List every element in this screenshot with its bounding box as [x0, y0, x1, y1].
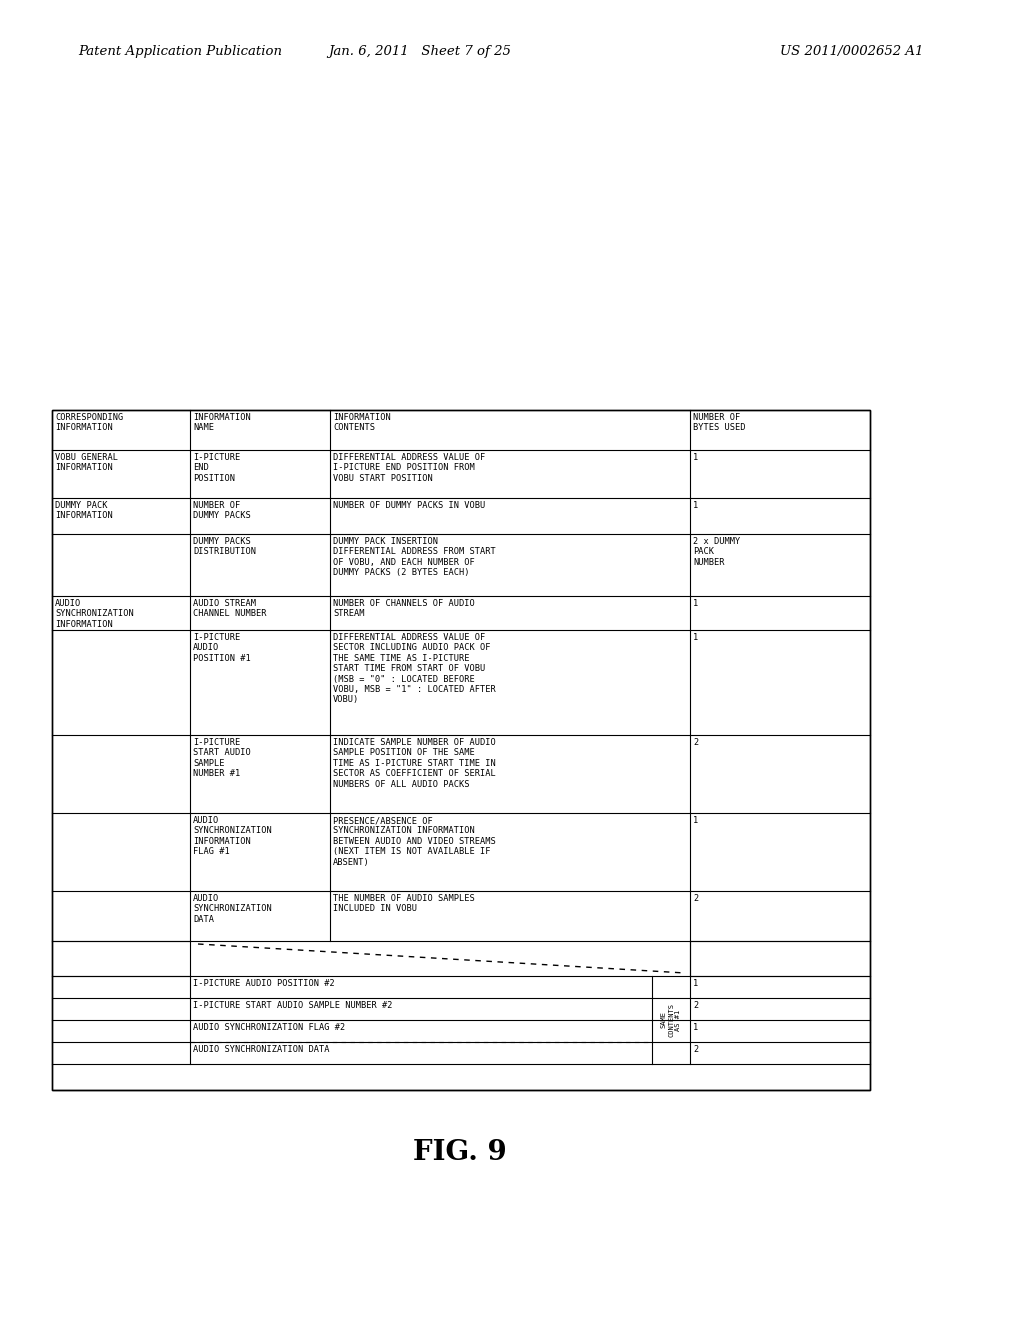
Text: THE NUMBER OF AUDIO SAMPLES
INCLUDED IN VOBU: THE NUMBER OF AUDIO SAMPLES INCLUDED IN … [333, 894, 475, 913]
Text: NUMBER OF CHANNELS OF AUDIO
STREAM: NUMBER OF CHANNELS OF AUDIO STREAM [333, 599, 475, 618]
Text: 2: 2 [693, 894, 698, 903]
Text: 1: 1 [693, 502, 698, 510]
Bar [52, 411, 870, 1090]
Text: Jan. 6, 2011   Sheet 7 of 25: Jan. 6, 2011 Sheet 7 of 25 [329, 45, 511, 58]
Text: 1: 1 [693, 453, 698, 462]
Text: NUMBER OF
DUMMY PACKS: NUMBER OF DUMMY PACKS [193, 502, 251, 520]
Text: NUMBER OF
BYTES USED: NUMBER OF BYTES USED [693, 413, 745, 433]
Text: SAME
CONTENTS
AS #1: SAME CONTENTS AS #1 [662, 1003, 681, 1038]
Text: I-PICTURE AUDIO POSITION #2: I-PICTURE AUDIO POSITION #2 [193, 979, 335, 987]
Text: DUMMY PACKS
DISTRIBUTION: DUMMY PACKS DISTRIBUTION [193, 537, 256, 557]
Text: 2: 2 [693, 1001, 698, 1010]
Text: AUDIO
SYNCHRONIZATION
INFORMATION
FLAG #1: AUDIO SYNCHRONIZATION INFORMATION FLAG #… [193, 816, 271, 857]
Text: 2: 2 [693, 738, 698, 747]
Text: 1: 1 [693, 1023, 698, 1032]
Text: DUMMY PACK INSERTION
DIFFERENTIAL ADDRESS FROM START
OF VOBU, AND EACH NUMBER OF: DUMMY PACK INSERTION DIFFERENTIAL ADDRES… [333, 537, 496, 577]
Bar [52, 411, 870, 1090]
Text: AUDIO
SYNCHRONIZATION
DATA: AUDIO SYNCHRONIZATION DATA [193, 894, 271, 924]
Text: I-PICTURE
END
POSITION: I-PICTURE END POSITION [193, 453, 241, 483]
Text: VOBU GENERAL
INFORMATION: VOBU GENERAL INFORMATION [55, 453, 118, 473]
Text: I-PICTURE
AUDIO
POSITION #1: I-PICTURE AUDIO POSITION #1 [193, 634, 251, 663]
Text: I-PICTURE
START AUDIO
SAMPLE
NUMBER #1: I-PICTURE START AUDIO SAMPLE NUMBER #1 [193, 738, 251, 779]
Text: INFORMATION
CONTENTS: INFORMATION CONTENTS [333, 413, 391, 433]
Text: FIG. 9: FIG. 9 [413, 1138, 507, 1166]
Text: 2 x DUMMY
PACK
NUMBER: 2 x DUMMY PACK NUMBER [693, 537, 740, 566]
Text: US 2011/0002652 A1: US 2011/0002652 A1 [780, 45, 924, 58]
Text: AUDIO
SYNCHRONIZATION
INFORMATION: AUDIO SYNCHRONIZATION INFORMATION [55, 599, 134, 628]
Text: DIFFERENTIAL ADDRESS VALUE OF
I-PICTURE END POSITION FROM
VOBU START POSITION: DIFFERENTIAL ADDRESS VALUE OF I-PICTURE … [333, 453, 485, 483]
Text: NUMBER OF DUMMY PACKS IN VOBU: NUMBER OF DUMMY PACKS IN VOBU [333, 502, 485, 510]
Text: AUDIO SYNCHRONIZATION FLAG #2: AUDIO SYNCHRONIZATION FLAG #2 [193, 1023, 345, 1032]
Text: AUDIO STREAM
CHANNEL NUMBER: AUDIO STREAM CHANNEL NUMBER [193, 599, 266, 618]
Text: AUDIO SYNCHRONIZATION DATA: AUDIO SYNCHRONIZATION DATA [193, 1045, 330, 1053]
Text: Patent Application Publication: Patent Application Publication [78, 45, 282, 58]
Text: CORRESPONDING
INFORMATION: CORRESPONDING INFORMATION [55, 413, 123, 433]
Text: 2: 2 [693, 1045, 698, 1053]
Text: I-PICTURE START AUDIO SAMPLE NUMBER #2: I-PICTURE START AUDIO SAMPLE NUMBER #2 [193, 1001, 392, 1010]
Text: INDICATE SAMPLE NUMBER OF AUDIO
SAMPLE POSITION OF THE SAME
TIME AS I-PICTURE ST: INDICATE SAMPLE NUMBER OF AUDIO SAMPLE P… [333, 738, 496, 788]
Text: DIFFERENTIAL ADDRESS VALUE OF
SECTOR INCLUDING AUDIO PACK OF
THE SAME TIME AS I-: DIFFERENTIAL ADDRESS VALUE OF SECTOR INC… [333, 634, 496, 705]
Text: PRESENCE/ABSENCE OF
SYNCHRONIZATION INFORMATION
BETWEEN AUDIO AND VIDEO STREAMS
: PRESENCE/ABSENCE OF SYNCHRONIZATION INFO… [333, 816, 496, 867]
Text: 1: 1 [693, 816, 698, 825]
Text: 1: 1 [693, 599, 698, 609]
Text: 1: 1 [693, 979, 698, 987]
Text: INFORMATION
NAME: INFORMATION NAME [193, 413, 251, 433]
Text: 1: 1 [693, 634, 698, 642]
Text: DUMMY PACK
INFORMATION: DUMMY PACK INFORMATION [55, 502, 113, 520]
